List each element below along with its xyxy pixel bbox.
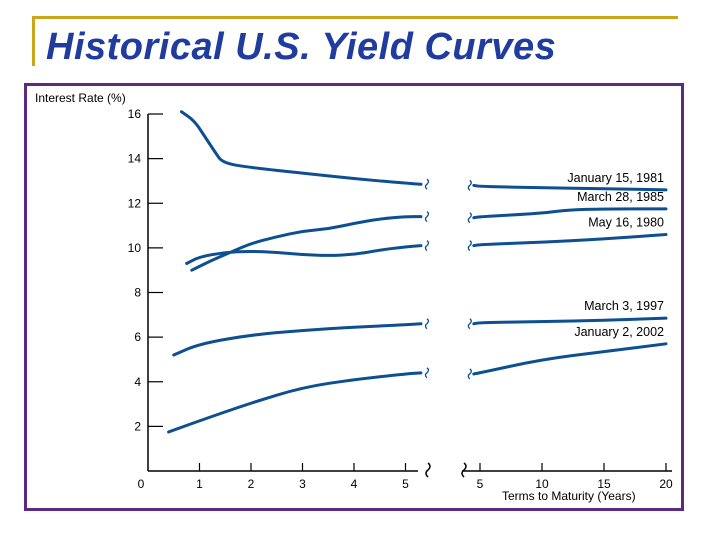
series-line-right — [472, 316, 668, 326]
y-tick-label: 8 — [134, 286, 141, 300]
series-line-right — [472, 232, 668, 248]
series-label: May 16, 1980 — [588, 215, 664, 229]
series-label: January 2, 2002 — [574, 325, 664, 339]
x-axis-break-left — [425, 462, 431, 478]
x-tick-label: 10 — [535, 477, 549, 491]
series-line-right — [472, 207, 668, 220]
x-tick-label: 0 — [138, 477, 145, 491]
x-tick-label: 5 — [477, 477, 484, 491]
y-tick-label: 14 — [128, 152, 142, 166]
series-label: March 3, 1997 — [584, 299, 664, 313]
x-axis-break-right — [461, 462, 467, 478]
series-line-left — [185, 244, 423, 265]
series-line-left — [179, 110, 423, 186]
page-title: Historical U.S. Yield Curves — [46, 26, 557, 68]
series-line-left — [172, 322, 423, 357]
y-axis-label: Interest Rate (%) — [35, 91, 126, 105]
series-break-mark — [424, 318, 430, 330]
series-label: January 15, 1981 — [567, 171, 664, 185]
series-break-mark — [424, 367, 430, 379]
y-tick-label: 6 — [134, 330, 141, 344]
series-break-mark — [467, 240, 472, 252]
series-line-right — [472, 342, 668, 376]
title-accent-bar — [32, 16, 35, 66]
y-tick-label: 16 — [128, 107, 142, 121]
x-tick-label: 20 — [659, 477, 673, 491]
series-line-left — [190, 215, 423, 272]
series-break-mark — [467, 318, 472, 330]
x-tick-label: 15 — [597, 477, 611, 491]
chart-series-labels: January 15, 1981 March 28, 1985 May 16, 19… — [567, 171, 664, 339]
series-break-mark — [467, 368, 472, 380]
x-axis-label: Terms to Maturity (Years) — [502, 489, 636, 503]
series-break-mark — [424, 240, 430, 252]
series-break-mark — [467, 179, 472, 191]
x-tick-label: 2 — [248, 477, 255, 491]
series-label: March 28, 1985 — [577, 190, 664, 204]
y-tick-label: 4 — [134, 375, 141, 389]
x-tick-label: 1 — [196, 477, 203, 491]
x-tick-label: 4 — [351, 477, 358, 491]
chart-series-lines — [167, 110, 668, 434]
chart-frame — [24, 83, 684, 511]
x-tick-label: 3 — [299, 477, 306, 491]
title-accent-line — [32, 16, 678, 19]
y-tick-label: 10 — [128, 241, 142, 255]
x-tick-label: 5 — [402, 477, 409, 491]
y-tick-label: 12 — [128, 196, 142, 210]
series-line-right — [472, 183, 668, 192]
series-break-mark — [424, 211, 430, 223]
series-break-mark — [467, 212, 472, 224]
series-line-left — [167, 371, 423, 434]
series-break-mark — [424, 178, 430, 190]
y-tick-label: 2 — [134, 419, 141, 433]
